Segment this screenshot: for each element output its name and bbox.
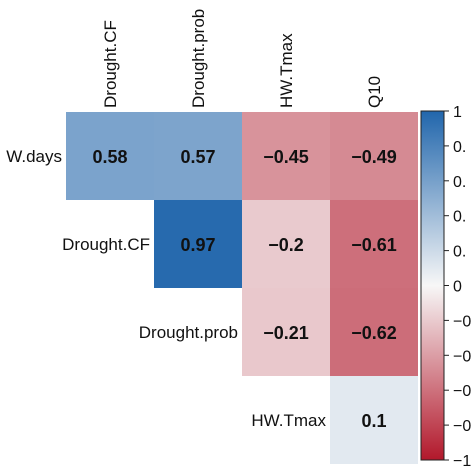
cell-value-label: −0.62 bbox=[351, 323, 397, 343]
colorbar: 1 0. 0. 0. 0. 0 −0 −0 −0 −0 −1 bbox=[420, 104, 471, 470]
heatmap-cell-r1-c3 bbox=[330, 200, 418, 288]
row-label: Drought.CF bbox=[62, 235, 150, 254]
heatmap-cell-r0-c2 bbox=[242, 112, 330, 200]
row-label: Drought.prob bbox=[139, 323, 238, 342]
cell-value-label: −0.2 bbox=[268, 235, 304, 255]
row-label: HW.Tmax bbox=[251, 411, 326, 430]
cell-value-label: −0.45 bbox=[263, 147, 309, 167]
colorbar-tick-label: 0. bbox=[453, 174, 466, 191]
column-label: Drought.prob bbox=[189, 9, 208, 108]
heatmap-cell-r1-c2 bbox=[242, 200, 330, 288]
column-label: Drought.CF bbox=[101, 20, 120, 108]
colorbar-gradient bbox=[420, 110, 445, 461]
column-label: HW.Tmax bbox=[277, 33, 296, 108]
cell-value-label: −0.21 bbox=[263, 323, 309, 343]
heatmap-cell-r1-c1 bbox=[154, 200, 242, 288]
cell-value-label: 0.57 bbox=[180, 147, 215, 167]
cell-value-label: 0.58 bbox=[92, 147, 127, 167]
colorbar-tick-label: 1 bbox=[453, 104, 462, 121]
row-label: W.days bbox=[6, 147, 62, 166]
heatmap-cell-r0-c0 bbox=[66, 112, 154, 200]
heatmap-cell-r0-c1 bbox=[154, 112, 242, 200]
cell-value-label: 0.1 bbox=[361, 411, 386, 431]
colorbar-tick-label: −0 bbox=[453, 383, 471, 400]
cell-value-label: 0.97 bbox=[180, 235, 215, 255]
heatmap-cell-r0-c3 bbox=[330, 112, 418, 200]
colorbar-tick-label: 0 bbox=[453, 279, 462, 296]
colorbar-tick-label: 0. bbox=[453, 209, 466, 226]
cell-value-label: −0.61 bbox=[351, 235, 397, 255]
column-labels: W.days Drought.CF Drought.prob HW.Tmax Droug… bbox=[6, 9, 384, 430]
colorbar-tick-label: −0 bbox=[453, 313, 471, 330]
colorbar-tick-label: 0. bbox=[453, 139, 466, 156]
column-label: Q10 bbox=[365, 76, 384, 108]
colorbar-tick-label: −1 bbox=[453, 453, 471, 470]
colorbar-tick-label: −0 bbox=[453, 418, 471, 435]
colorbar-tick-label: −0 bbox=[453, 348, 471, 365]
heatmap-cell-r3-c3 bbox=[330, 376, 418, 464]
heatmap-cell-r2-c2 bbox=[242, 288, 330, 376]
colorbar-tick-label: 0. bbox=[453, 244, 466, 261]
heatmap-cells: 0.58 0.57 −0.45 −0.49 0.97 −0.2 −0.61 −0.21 −0.6… bbox=[66, 112, 418, 464]
heatmap-cell-r2-c3 bbox=[330, 288, 418, 376]
cell-value-label: −0.49 bbox=[351, 147, 397, 167]
